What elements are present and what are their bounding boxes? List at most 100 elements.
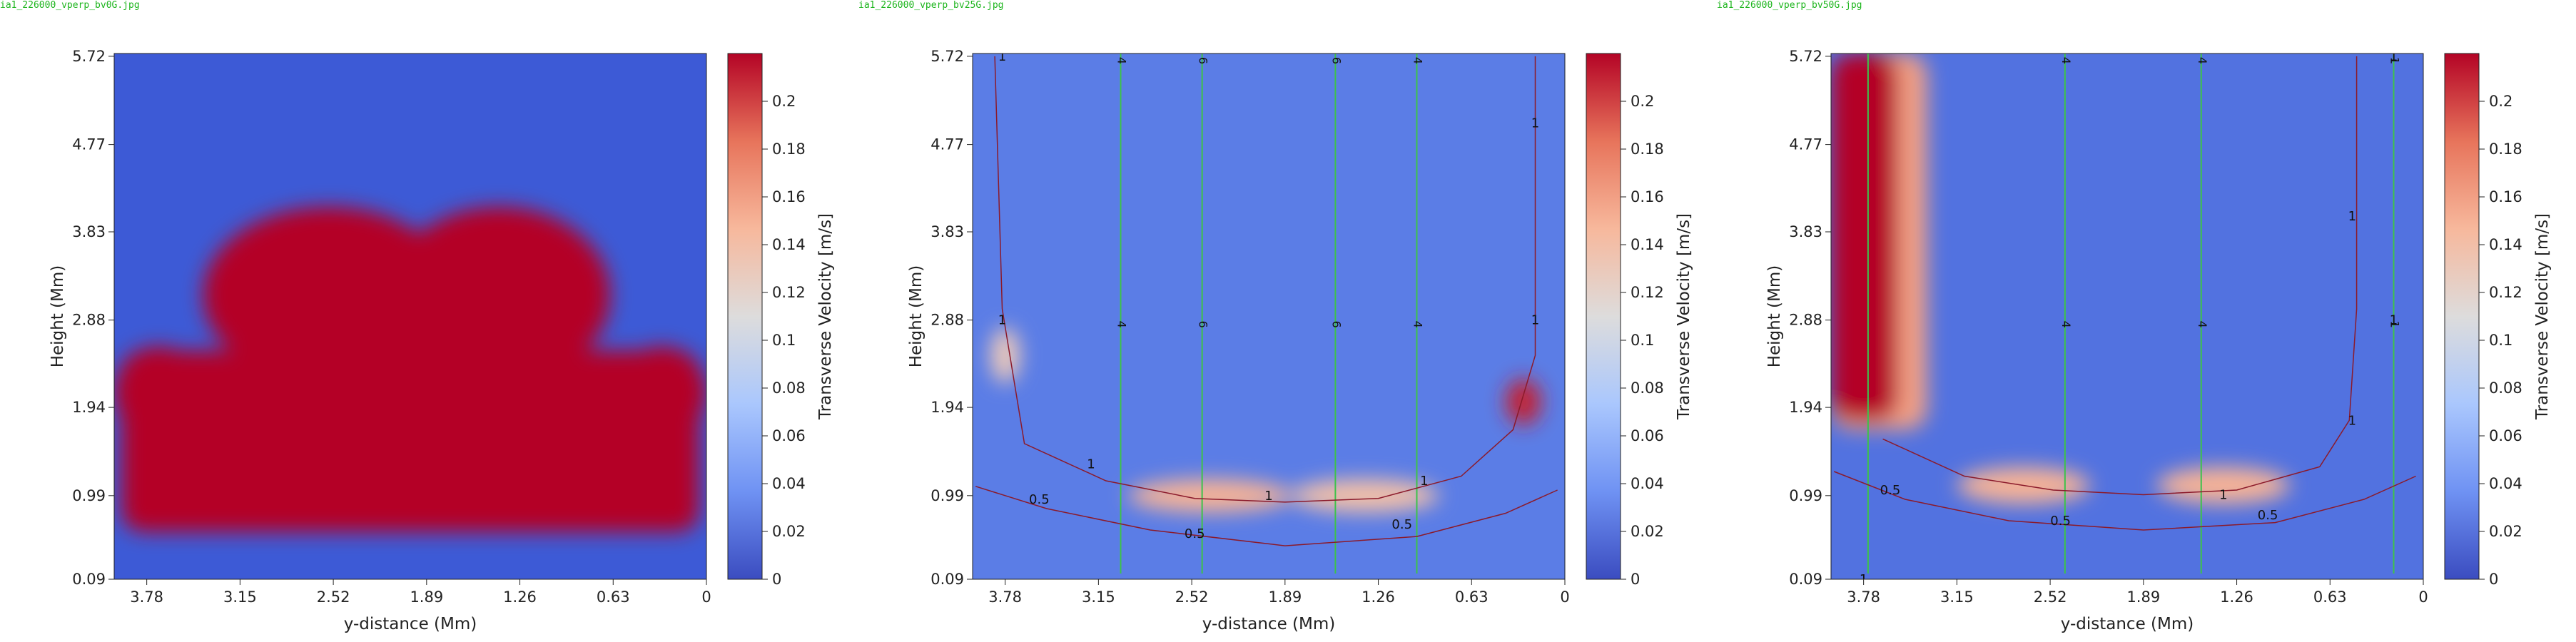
contour-label: 0.5 xyxy=(1391,517,1412,532)
y-axis-label: Height (Mm) xyxy=(907,265,926,368)
contour-line xyxy=(1833,471,2416,531)
contour-label: 0.5 xyxy=(2258,508,2278,523)
field-line-label: 4 xyxy=(1411,57,1425,64)
x-tick-label: 3.78 xyxy=(988,588,1022,606)
chart-panel-1: ia1_226000_vperp_bv0G.jpg 3.78 3.15 2.52 1.… xyxy=(0,0,858,642)
y-tick-label: 2.88 xyxy=(72,312,106,329)
heat-region xyxy=(114,346,203,439)
y-tick-label: 0.09 xyxy=(930,571,964,588)
colorbar-tick-label: 0.12 xyxy=(772,284,806,301)
field-line-label: 4 xyxy=(1115,57,1129,64)
x-tick-label: 1.89 xyxy=(2126,588,2160,606)
y-tick-label: 0.09 xyxy=(1789,571,1822,588)
x-tick-label: 1.89 xyxy=(1268,588,1302,606)
y-tick-label: 3.83 xyxy=(930,223,964,240)
contour-label: 1 xyxy=(1531,313,1539,328)
field-line-label: 6 xyxy=(1329,57,1343,64)
colorbar-tick-label: 0.16 xyxy=(1631,188,1664,205)
x-tick-label: 1.89 xyxy=(410,588,443,606)
colorbar-tick-label: 0.12 xyxy=(1631,284,1664,301)
y-tick-label: 3.83 xyxy=(1789,223,1822,240)
colorbar-tick-label: 0.08 xyxy=(2489,379,2522,397)
colorbar-tick-label: 0.16 xyxy=(2489,188,2522,205)
colorbar-label: Transverse Velocity [m/s] xyxy=(1675,213,1693,420)
contour-label: 0.5 xyxy=(2050,514,2071,529)
y-tick-label: 5.72 xyxy=(72,48,106,65)
contour-label: 1 xyxy=(2348,413,2356,428)
colorbar-tick-label: 0 xyxy=(1631,571,1640,588)
y-tick-label: 5.72 xyxy=(930,48,964,65)
heat-region xyxy=(990,327,1020,384)
heat-region xyxy=(121,350,699,532)
field-line-label: 6 xyxy=(1197,321,1210,328)
contour-label: 0.5 xyxy=(1185,526,1205,541)
colorbar-tick-label: 0.18 xyxy=(772,141,806,158)
heat-region xyxy=(1506,378,1541,425)
field-line-label: 4 xyxy=(2059,57,2073,64)
y-tick-label: 0.99 xyxy=(72,487,106,504)
colorbar-tick-label: 0.16 xyxy=(772,188,806,205)
field-line-label: 4 xyxy=(1115,321,1129,328)
x-axis-label: y-distance (Mm) xyxy=(1202,615,1335,633)
contour-label: 1 xyxy=(1531,116,1539,131)
y-tick-label: 4.77 xyxy=(72,136,106,153)
colorbar-tick-label: 0.06 xyxy=(2489,427,2522,444)
contour-line xyxy=(975,486,1558,546)
contour-label: 0.5 xyxy=(1880,483,1901,498)
plot-frame xyxy=(1830,53,2424,580)
plot-background xyxy=(1831,54,2423,579)
y-tick-label: 4.77 xyxy=(930,136,964,153)
x-tick-label: 2.52 xyxy=(1175,588,1209,606)
contour-label: 1 xyxy=(2390,313,2398,328)
x-axis-label: y-distance (Mm) xyxy=(2061,615,2194,633)
heat-region xyxy=(203,206,455,384)
y-tick-label: 1.94 xyxy=(930,399,964,416)
y-axis-label: Height (Mm) xyxy=(49,265,67,368)
field-line-label: 4 xyxy=(2059,580,2073,587)
contour-label: 1 xyxy=(2390,49,2398,64)
colorbar-tick-label: 0.02 xyxy=(2489,523,2522,540)
heatmap-regions: 4 4 4 6 6 6 6 6 6 4 4 4 1 1 1 1 1 1 1 0.5 0.5 0.5 xyxy=(975,49,1558,587)
colorbar-label: Transverse Velocity [m/s] xyxy=(816,213,835,420)
field-line-label: 4 xyxy=(1115,580,1129,587)
colorbar-tick-label: 0.2 xyxy=(772,93,796,110)
field-line-label: 6 xyxy=(1329,580,1343,587)
contour-label: 1 xyxy=(998,49,1006,64)
colorbar-tick-label: 0.2 xyxy=(1631,93,1654,110)
colorbar-tick-label: 0.04 xyxy=(1631,475,1664,492)
heat-region xyxy=(617,346,706,439)
colorbar-tick-label: 0.12 xyxy=(2489,284,2522,301)
x-tick-label: 1.26 xyxy=(2220,588,2253,606)
y-tick-label: 0.99 xyxy=(930,487,964,504)
plot-frame xyxy=(972,53,1566,580)
colorbar-label: Transverse Velocity [m/s] xyxy=(2533,213,2552,420)
x-tick-label: 0 xyxy=(701,588,711,606)
contour-line xyxy=(1882,56,2358,496)
x-tick-label: 3.78 xyxy=(130,588,163,606)
heatmap-regions xyxy=(114,206,706,532)
field-line-label: 6 xyxy=(1197,580,1210,587)
field-line-label: 4 xyxy=(1411,321,1425,328)
heatmap-chart: 3.78 3.15 2.52 1.89 1.26 0.63 0 0.09 0.99 1.94 2.8… xyxy=(49,48,835,633)
file-label: ia1_226000_vperp_bv0G.jpg xyxy=(0,0,140,11)
x-tick-label: 3.15 xyxy=(1940,588,1974,606)
y-tick-label: 3.83 xyxy=(72,223,106,240)
y-tick-label: 5.72 xyxy=(1789,48,1822,65)
colorbar-tick-label: 0.02 xyxy=(1631,523,1664,540)
heat-region xyxy=(1831,54,1898,421)
colorbar xyxy=(2444,53,2480,580)
heat-region xyxy=(387,206,611,384)
file-label: ia1_226000_vperp_bv50G.jpg xyxy=(1717,0,1862,11)
x-tick-label: 3.78 xyxy=(1847,588,1880,606)
contour-label: 1 xyxy=(2219,488,2227,503)
contour-label: 0.5 xyxy=(1029,492,1050,507)
field-line-label: 4 xyxy=(2196,57,2209,64)
colorbar-tick-label: 0 xyxy=(772,571,781,588)
field-line-label: 6 xyxy=(1197,57,1210,64)
colorbar-tick-label: 0.1 xyxy=(772,332,796,349)
x-tick-label: 0.63 xyxy=(1455,588,1489,606)
y-axis-label: Height (Mm) xyxy=(1765,265,1784,368)
